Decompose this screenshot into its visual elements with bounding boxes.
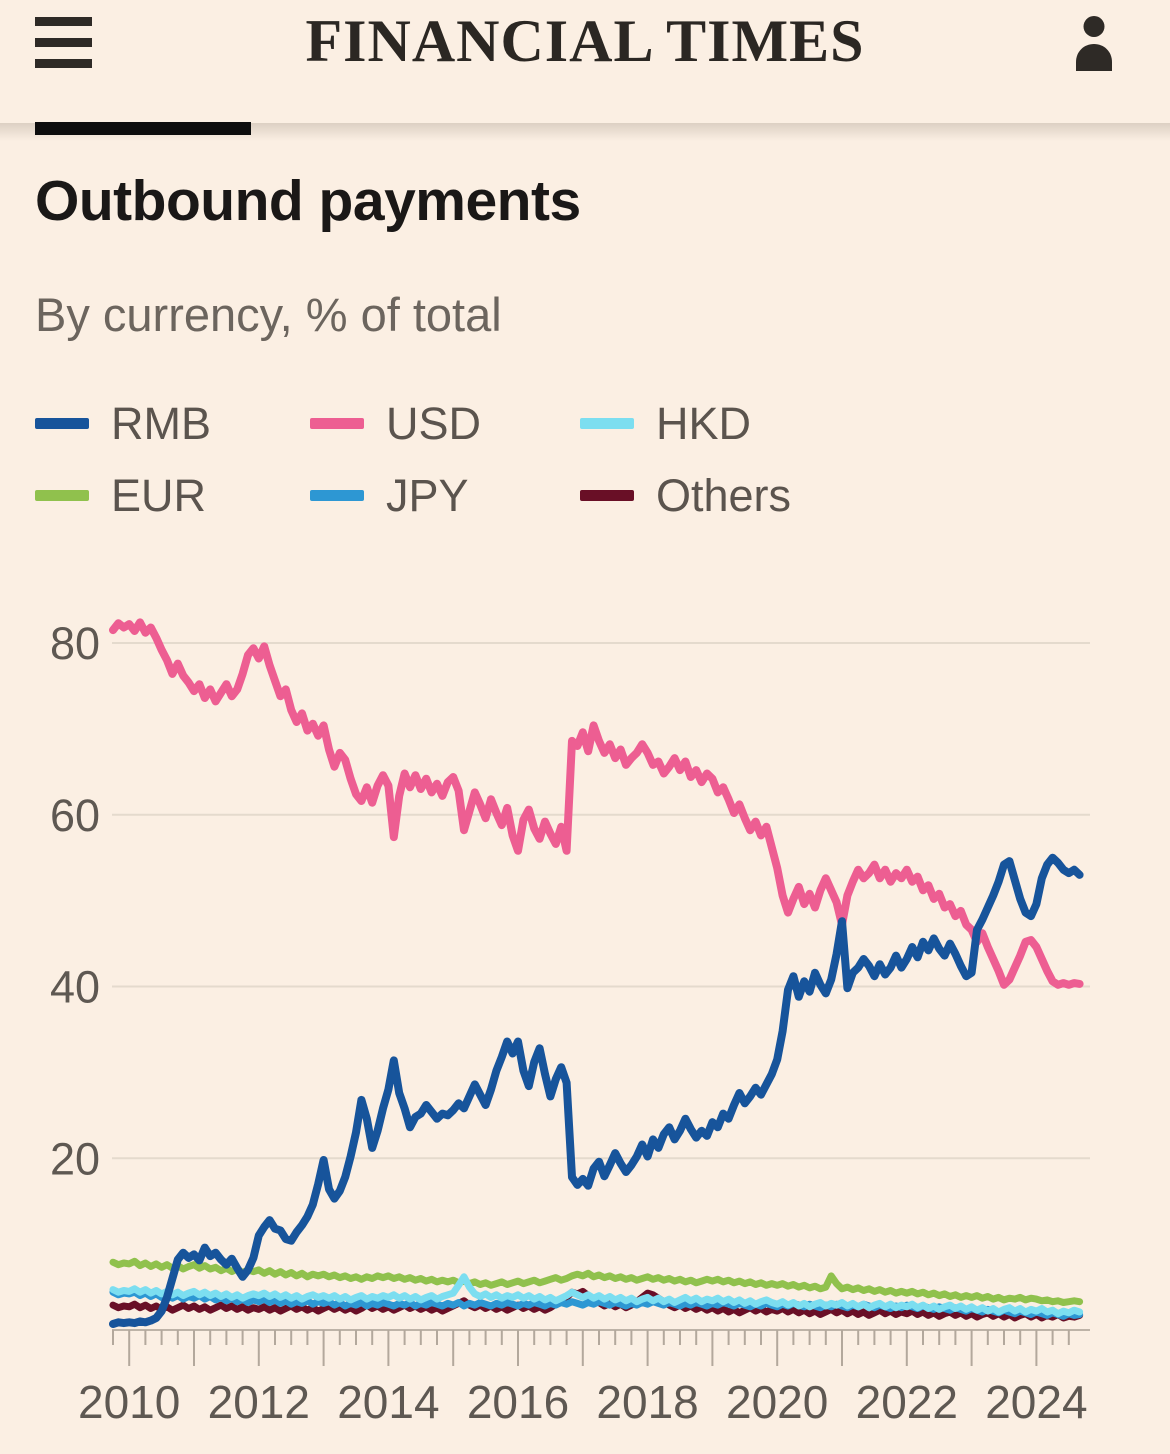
legend-swatch-jpy [310, 489, 364, 501]
series-line-eur [109, 1257, 1084, 1306]
masthead-logo[interactable]: FINANCIAL TIMES [305, 8, 865, 74]
legend-swatch-hkd [580, 417, 634, 429]
legend-swatch-eur [35, 489, 89, 501]
legend-label: RMB [111, 397, 211, 449]
y-axis-label-60: 60 [50, 790, 100, 841]
series-line-usd [109, 618, 1084, 989]
chart-title: Outbound payments [35, 169, 581, 233]
legend-label: HKD [656, 397, 752, 449]
line-chart: 20 40 60 80 2010 2012 2014 2016 2018 2020 2022 2024 [50, 618, 1090, 1428]
series-line-hkd [109, 1273, 1084, 1318]
y-axis-label-80: 80 [50, 618, 100, 669]
x-axis-label-2010: 2010 [78, 1376, 180, 1428]
app-header: FINANCIAL TIMES [0, 0, 1170, 123]
chart-subtitle: By currency, % of total [35, 288, 502, 341]
x-axis-label-2024: 2024 [985, 1376, 1087, 1428]
y-axis-label-20: 20 [50, 1133, 100, 1184]
legend-item-eur: EUR [35, 471, 310, 519]
legend-swatch-others [580, 489, 634, 501]
legend-item-hkd: HKD [580, 399, 1145, 447]
legend-label: EUR [111, 469, 207, 521]
profile-button[interactable] [1074, 15, 1114, 73]
x-axis-label-2020: 2020 [726, 1376, 828, 1428]
hamburger-icon [35, 38, 92, 47]
series-line-rmb [109, 853, 1084, 1328]
x-axis-label-2012: 2012 [208, 1376, 310, 1428]
x-axis-label-2018: 2018 [596, 1376, 698, 1428]
legend-item-rmb: RMB [35, 399, 310, 447]
section-indicator-bar [35, 122, 251, 135]
person-icon [1076, 16, 1112, 71]
legend-label: USD [386, 397, 482, 449]
legend-swatch-rmb [35, 417, 89, 429]
x-axis-label-2014: 2014 [337, 1376, 439, 1428]
hamburger-icon [35, 17, 92, 26]
header-shadow [0, 123, 1170, 141]
x-axis-label-2022: 2022 [856, 1376, 958, 1428]
chart-legend: RMB USD HKD EUR JPY Others [35, 399, 1145, 519]
y-axis-label-40: 40 [50, 962, 100, 1013]
legend-label: JPY [386, 469, 469, 521]
x-axis-label-2016: 2016 [467, 1376, 569, 1428]
legend-item-jpy: JPY [310, 471, 580, 519]
menu-button[interactable] [35, 17, 92, 69]
legend-item-others: Others [580, 471, 1145, 519]
hamburger-icon [35, 59, 92, 68]
legend-item-usd: USD [310, 399, 580, 447]
legend-label: Others [656, 469, 792, 521]
legend-swatch-usd [310, 417, 364, 429]
